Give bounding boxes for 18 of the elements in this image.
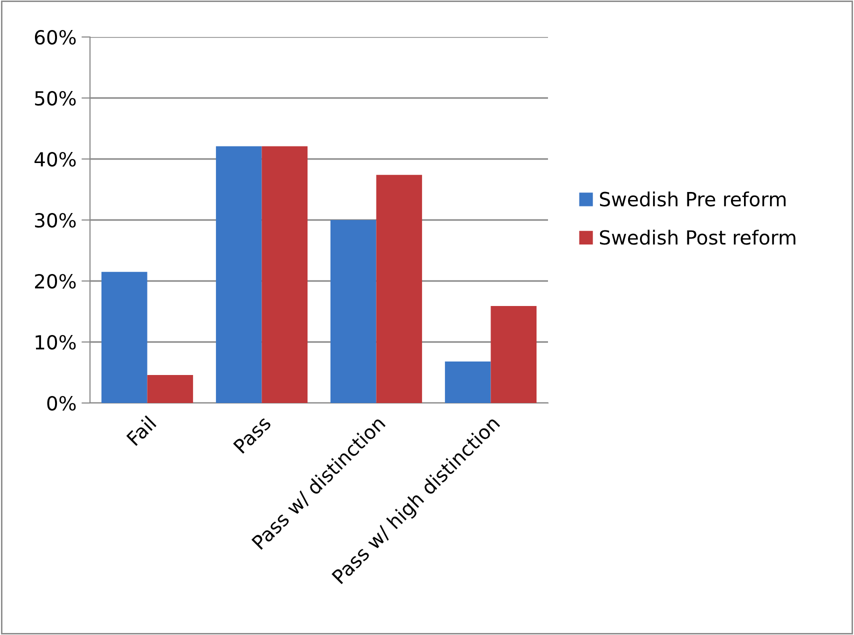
y-tick-label: 10% xyxy=(36,334,76,350)
y-tick-label: 0% xyxy=(47,396,76,411)
legend-label: Swedish Post reform xyxy=(600,230,796,245)
y-tick-label: 60% xyxy=(34,30,76,45)
bar xyxy=(216,146,262,403)
bar xyxy=(330,220,376,403)
bar xyxy=(262,146,308,403)
bar xyxy=(490,306,537,403)
y-tick-label: 40% xyxy=(34,152,76,167)
y-tick-label: 50% xyxy=(35,90,76,106)
x-tick-label: Fail xyxy=(126,415,157,446)
bar xyxy=(444,362,491,403)
legend-label: Swedish Pre reform xyxy=(600,191,786,207)
bar xyxy=(147,374,194,403)
y-tick-label: 30% xyxy=(35,212,76,228)
y-tick-label: 20% xyxy=(35,274,76,289)
bar xyxy=(101,272,148,403)
bar xyxy=(376,174,422,403)
